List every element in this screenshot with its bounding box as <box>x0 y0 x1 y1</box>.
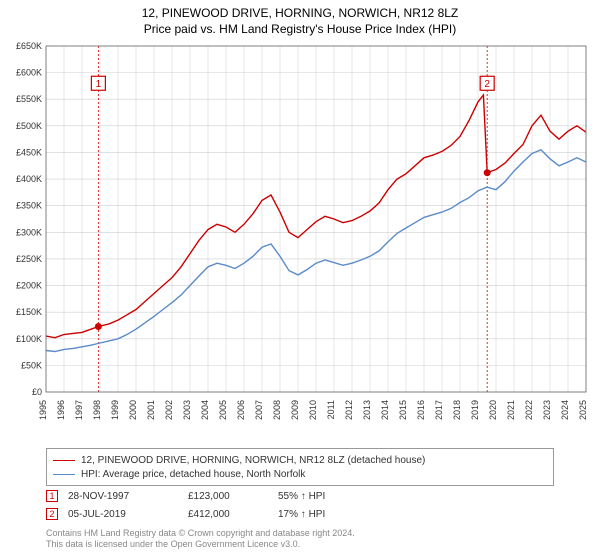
event-diff: 55% ↑ HPI <box>278 491 368 502</box>
event-date: 28-NOV-1997 <box>68 491 178 502</box>
svg-text:£650K: £650K <box>16 41 42 51</box>
svg-text:2000: 2000 <box>128 400 138 420</box>
chart: £0 £50K £100K £150K £200K £250K £300K £350K £400… <box>0 40 600 440</box>
chart-container: 12, PINEWOOD DRIVE, HORNING, NORWICH, NR… <box>0 0 600 560</box>
svg-text:2009: 2009 <box>290 400 300 420</box>
svg-text:2005: 2005 <box>218 400 228 420</box>
svg-text:2019: 2019 <box>470 400 480 420</box>
svg-text:2011: 2011 <box>326 400 336 419</box>
svg-text:2021: 2021 <box>506 400 516 420</box>
svg-text:2: 2 <box>484 79 490 90</box>
legend: 12, PINEWOOD DRIVE, HORNING, NORWICH, NR… <box>46 448 554 486</box>
footer: Contains HM Land Registry data © Crown c… <box>46 528 554 551</box>
footer-line: This data is licensed under the Open Gov… <box>46 539 554 550</box>
event-marker-box: 2 <box>46 508 58 520</box>
title-address: 12, PINEWOOD DRIVE, HORNING, NORWICH, NR… <box>0 6 600 20</box>
svg-text:2025: 2025 <box>578 400 588 420</box>
legend-item: 12, PINEWOOD DRIVE, HORNING, NORWICH, NR… <box>53 453 547 467</box>
svg-text:2010: 2010 <box>308 400 318 420</box>
event-price: £123,000 <box>188 491 268 502</box>
events-table: 1 28-NOV-1997 £123,000 55% ↑ HPI 2 05-JU… <box>46 488 554 524</box>
legend-item: HPI: Average price, detached house, Nort… <box>53 467 547 481</box>
svg-text:2007: 2007 <box>254 400 264 420</box>
event-row: 1 28-NOV-1997 £123,000 55% ↑ HPI <box>46 488 554 504</box>
svg-text:2023: 2023 <box>542 400 552 420</box>
svg-text:£550K: £550K <box>16 94 42 104</box>
svg-text:2016: 2016 <box>416 400 426 420</box>
svg-text:1995: 1995 <box>38 400 48 420</box>
svg-text:2008: 2008 <box>272 400 282 420</box>
titles: 12, PINEWOOD DRIVE, HORNING, NORWICH, NR… <box>0 0 600 36</box>
svg-text:1999: 1999 <box>110 400 120 420</box>
title-subtitle: Price paid vs. HM Land Registry's House … <box>0 22 600 36</box>
event-diff: 17% ↑ HPI <box>278 509 368 520</box>
svg-text:2022: 2022 <box>524 400 534 420</box>
svg-text:£100K: £100K <box>16 334 42 344</box>
svg-text:£300K: £300K <box>16 227 42 237</box>
svg-text:2014: 2014 <box>380 400 390 420</box>
svg-text:2002: 2002 <box>164 400 174 420</box>
svg-text:£0: £0 <box>32 387 42 397</box>
svg-text:£500K: £500K <box>16 121 42 131</box>
svg-text:1: 1 <box>96 79 102 90</box>
svg-text:1998: 1998 <box>92 400 102 420</box>
event-price: £412,000 <box>188 509 268 520</box>
svg-text:2003: 2003 <box>182 400 192 420</box>
legend-label: HPI: Average price, detached house, Nort… <box>81 469 305 480</box>
svg-text:2012: 2012 <box>344 400 354 420</box>
svg-text:£200K: £200K <box>16 281 42 291</box>
event-marker-box: 1 <box>46 490 58 502</box>
svg-text:£150K: £150K <box>16 307 42 317</box>
footer-line: Contains HM Land Registry data © Crown c… <box>46 528 554 539</box>
svg-text:2013: 2013 <box>362 400 372 420</box>
event-row: 2 05-JUL-2019 £412,000 17% ↑ HPI <box>46 506 554 522</box>
svg-text:£250K: £250K <box>16 254 42 264</box>
svg-text:£50K: £50K <box>21 360 42 370</box>
svg-text:1996: 1996 <box>56 400 66 420</box>
svg-text:2018: 2018 <box>452 400 462 420</box>
event-date: 05-JUL-2019 <box>68 509 178 520</box>
svg-text:2006: 2006 <box>236 400 246 420</box>
svg-text:£450K: £450K <box>16 147 42 157</box>
svg-text:2024: 2024 <box>560 400 570 420</box>
svg-text:1997: 1997 <box>74 400 84 420</box>
svg-text:2004: 2004 <box>200 400 210 420</box>
chart-svg: £0 £50K £100K £150K £200K £250K £300K £350K £400… <box>0 40 600 440</box>
svg-text:2001: 2001 <box>146 400 156 420</box>
legend-label: 12, PINEWOOD DRIVE, HORNING, NORWICH, NR… <box>81 455 425 466</box>
svg-text:2020: 2020 <box>488 400 498 420</box>
svg-text:2015: 2015 <box>398 400 408 420</box>
svg-text:2017: 2017 <box>434 400 444 420</box>
legend-swatch <box>53 460 75 461</box>
legend-swatch <box>53 474 75 475</box>
svg-text:£350K: £350K <box>16 201 42 211</box>
svg-text:£400K: £400K <box>16 174 42 184</box>
svg-text:£600K: £600K <box>16 68 42 78</box>
